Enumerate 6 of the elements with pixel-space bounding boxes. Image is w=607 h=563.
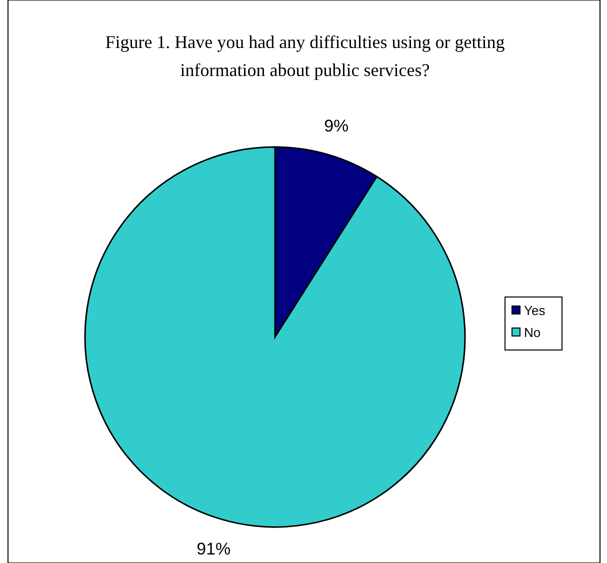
data-label: 9%	[324, 116, 349, 136]
chart-title: Figure 1. Have you had any difficulties using or getting information about public services?	[105, 32, 505, 80]
pie-slice	[84, 146, 466, 528]
legend-label: Yes	[524, 303, 546, 318]
data-label: 91%	[196, 539, 231, 558]
legend-label: No	[524, 325, 541, 340]
